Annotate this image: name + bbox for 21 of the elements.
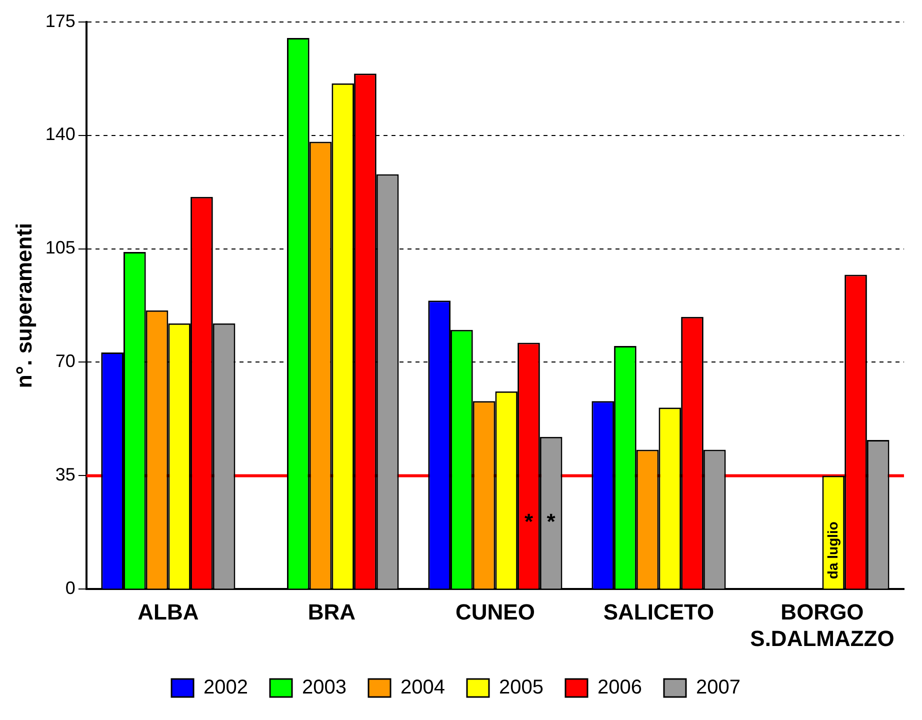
x-tick-label: CUNEO (455, 599, 535, 624)
legend-label: 2002 (204, 676, 248, 699)
x-tick-label: BORGO S.DALMAZZO (750, 599, 894, 651)
y-tick-label: 105 (45, 238, 76, 258)
legend-label: 2005 (499, 676, 544, 699)
y-tick-label: 35 (55, 464, 76, 485)
legend-label: 2007 (696, 676, 740, 699)
x-tick-label: BRA (308, 599, 356, 624)
y-tick-label: 70 (55, 351, 76, 372)
y-axis-title: n°. superamenti (11, 222, 36, 388)
x-tick-label: SALICETO (603, 599, 714, 624)
legend-label: 2006 (597, 676, 642, 699)
y-tick-label: 140 (45, 124, 76, 144)
annotation: da luglio (824, 522, 840, 580)
annotation: * (524, 508, 534, 534)
legend-label: 2004 (400, 676, 446, 699)
x-tick-label: ALBA (138, 599, 199, 624)
annotation: * (546, 508, 556, 534)
legend-label: 2003 (302, 676, 347, 699)
y-tick-label: 0 (65, 578, 76, 598)
y-tick-label: 175 (45, 10, 76, 31)
